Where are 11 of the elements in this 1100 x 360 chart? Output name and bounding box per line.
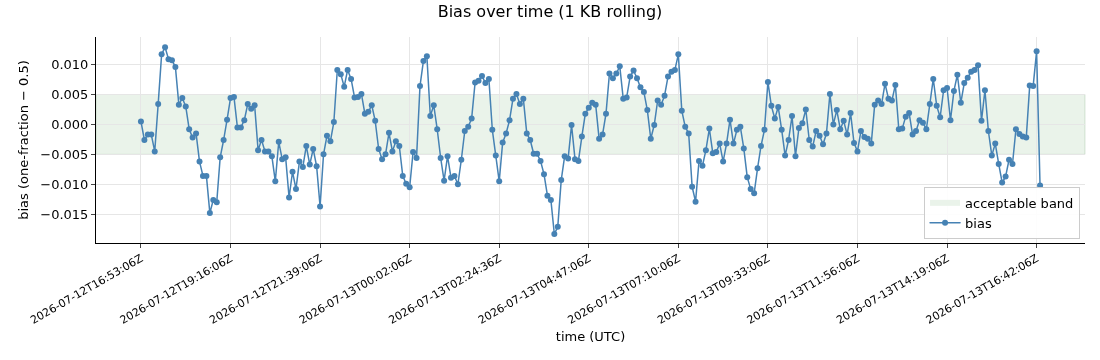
y-tick-label: 0.005	[51, 87, 89, 103]
x-axis-title: time (UTC)	[555, 329, 626, 345]
y-axis-title: bias (one-fraction − 0.5)	[16, 60, 32, 220]
y-tick-label: −0.015	[40, 206, 89, 222]
y-tick-label: 0.010	[51, 57, 89, 73]
y-tick-label: 0.000	[51, 116, 89, 132]
chart-title: Bias over time (1 KB rolling)	[437, 1, 663, 21]
legend-label: acceptable band	[965, 195, 1074, 211]
legend-label: bias	[965, 215, 992, 231]
y-tick-label: −0.010	[40, 176, 89, 192]
y-tick-label: −0.005	[40, 146, 89, 162]
